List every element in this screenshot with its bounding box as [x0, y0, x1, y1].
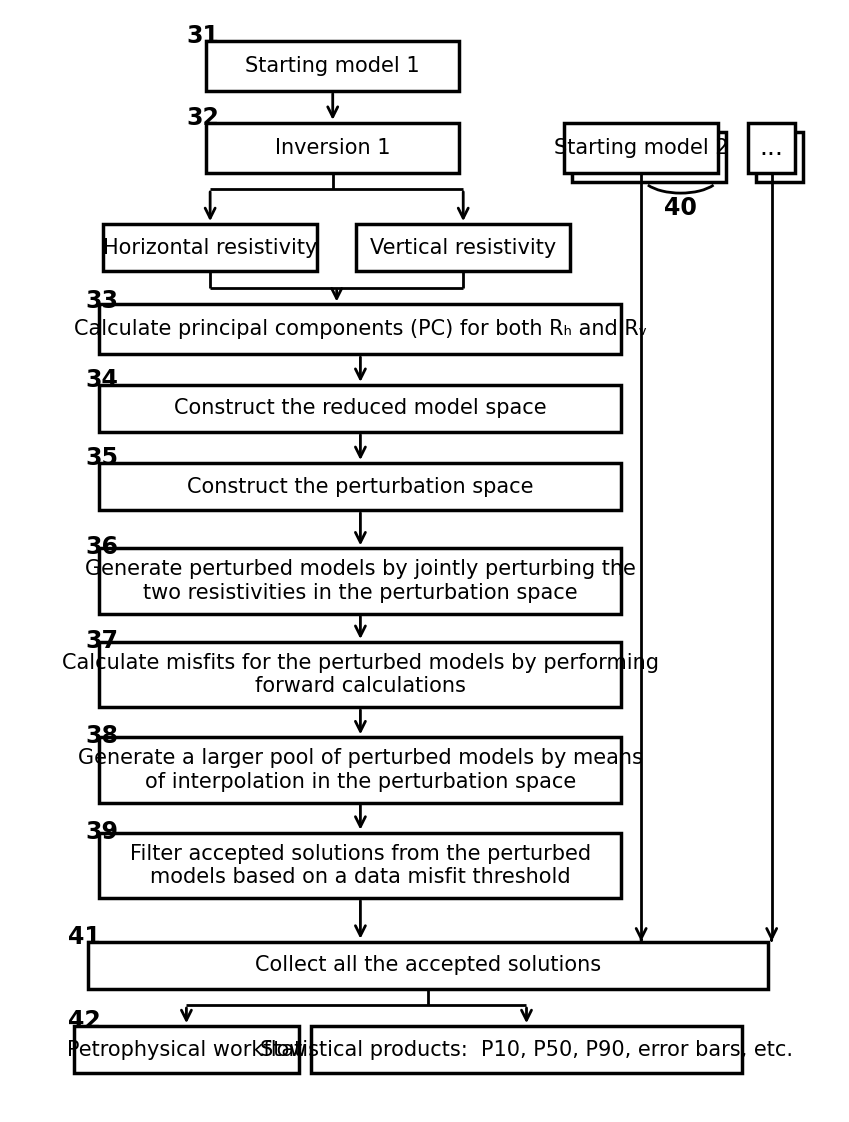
- Text: Construct the reduced model space: Construct the reduced model space: [174, 398, 546, 419]
- Text: Vertical resistivity: Vertical resistivity: [370, 238, 556, 258]
- FancyBboxPatch shape: [99, 737, 621, 802]
- Text: Statistical products:  P10, P50, P90, error bars, etc.: Statistical products: P10, P50, P90, err…: [260, 1040, 792, 1059]
- Text: Starting model 1: Starting model 1: [245, 56, 419, 76]
- Text: 35: 35: [85, 447, 118, 470]
- Text: 33: 33: [85, 289, 118, 313]
- Text: 39: 39: [85, 819, 118, 844]
- Text: 40: 40: [664, 196, 697, 220]
- Text: 37: 37: [85, 628, 118, 653]
- Text: Calculate misfits for the perturbed models by performing
forward calculations: Calculate misfits for the perturbed mode…: [62, 653, 659, 696]
- Text: Filter accepted solutions from the perturbed
models based on a data misfit thres: Filter accepted solutions from the pertu…: [130, 844, 591, 886]
- Text: Collect all the accepted solutions: Collect all the accepted solutions: [255, 955, 600, 975]
- Text: 42: 42: [68, 1010, 100, 1033]
- FancyBboxPatch shape: [99, 385, 621, 432]
- FancyBboxPatch shape: [206, 122, 459, 173]
- Text: Petrophysical workflow: Petrophysical workflow: [66, 1040, 306, 1059]
- Text: 32: 32: [186, 105, 219, 129]
- Text: Calculate principal components (PC) for both Rₕ and Rᵥ: Calculate principal components (PC) for …: [74, 320, 647, 339]
- FancyBboxPatch shape: [571, 131, 726, 182]
- Text: 31: 31: [186, 24, 219, 48]
- Text: Generate perturbed models by jointly perturbing the
two resistivities in the per: Generate perturbed models by jointly per…: [85, 560, 635, 603]
- Text: Inversion 1: Inversion 1: [275, 138, 391, 158]
- Text: ...: ...: [759, 136, 783, 159]
- FancyBboxPatch shape: [99, 304, 621, 355]
- Text: Generate a larger pool of perturbed models by means
of interpolation in the pert: Generate a larger pool of perturbed mode…: [78, 748, 643, 791]
- FancyBboxPatch shape: [104, 224, 317, 272]
- Text: 36: 36: [85, 535, 118, 559]
- Text: Horizontal resistivity: Horizontal resistivity: [103, 238, 317, 258]
- Text: 41: 41: [68, 925, 100, 949]
- FancyBboxPatch shape: [74, 1026, 299, 1074]
- FancyBboxPatch shape: [311, 1026, 741, 1074]
- FancyBboxPatch shape: [357, 224, 570, 272]
- FancyBboxPatch shape: [99, 463, 621, 511]
- FancyBboxPatch shape: [87, 941, 767, 988]
- Text: Construct the perturbation space: Construct the perturbation space: [187, 477, 533, 497]
- FancyBboxPatch shape: [756, 131, 803, 182]
- FancyBboxPatch shape: [747, 122, 795, 173]
- FancyBboxPatch shape: [99, 549, 621, 614]
- FancyBboxPatch shape: [99, 642, 621, 707]
- Text: 38: 38: [85, 724, 118, 748]
- FancyBboxPatch shape: [564, 122, 717, 173]
- Text: 34: 34: [85, 368, 118, 392]
- FancyBboxPatch shape: [99, 833, 621, 898]
- FancyBboxPatch shape: [206, 42, 459, 91]
- Text: Starting model 2: Starting model 2: [554, 138, 728, 158]
